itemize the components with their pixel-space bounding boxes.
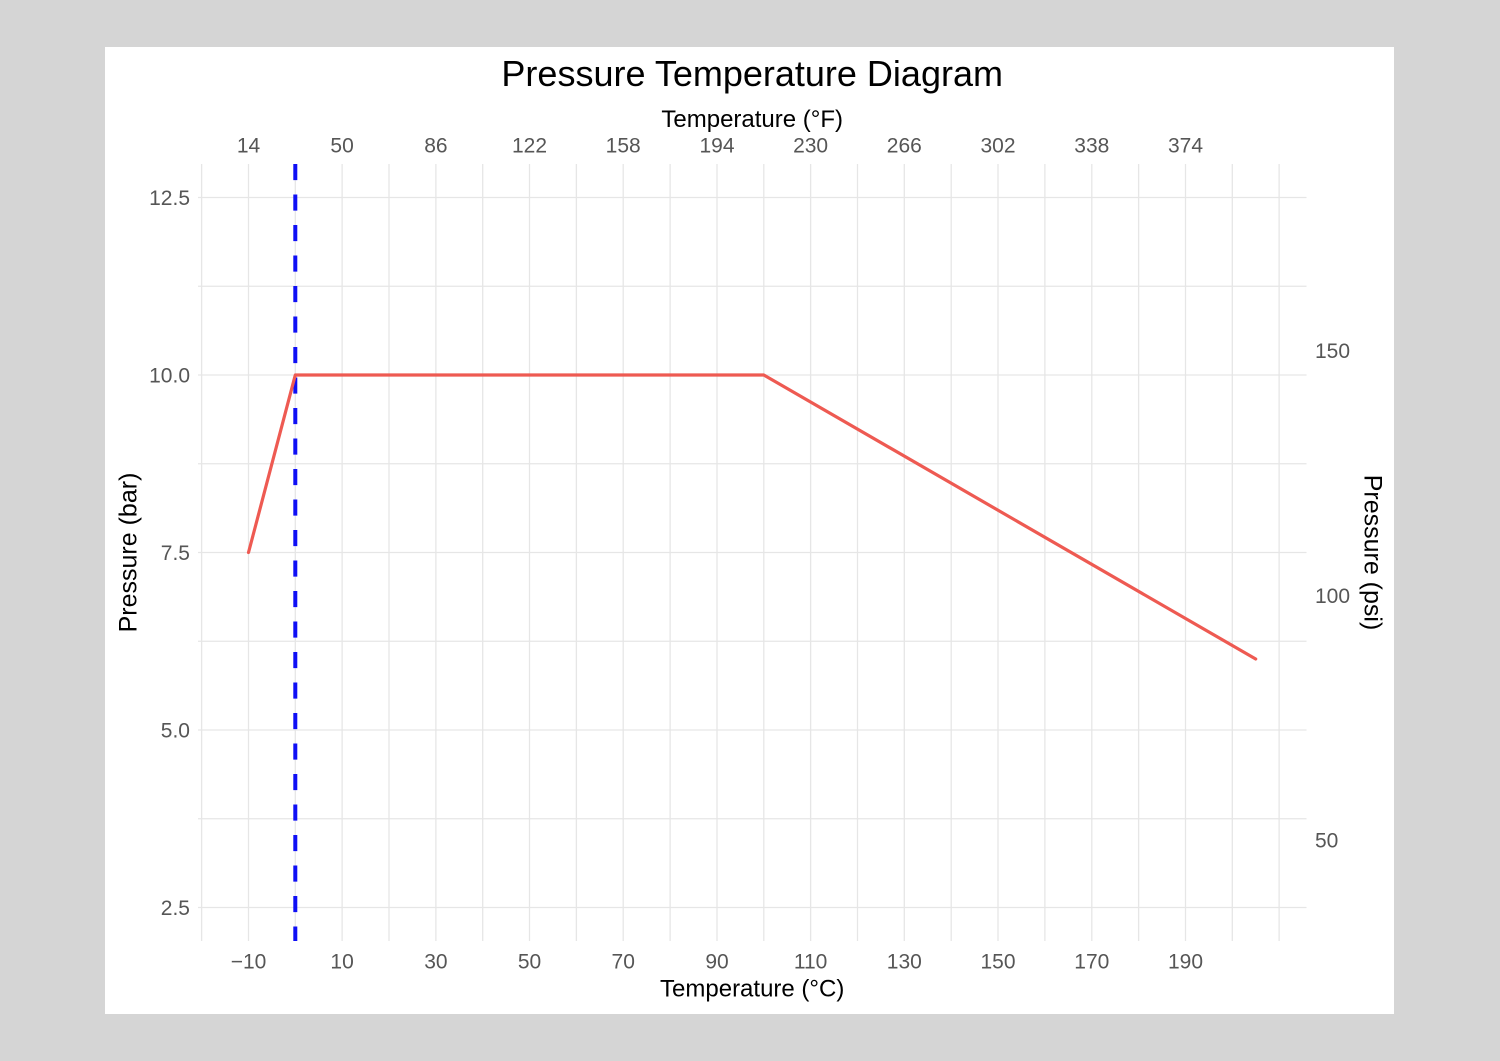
svg-text:10.0: 10.0 [149, 364, 190, 387]
svg-text:190: 190 [1168, 950, 1203, 973]
svg-text:Temperature (°F): Temperature (°F) [661, 106, 843, 133]
svg-text:10: 10 [330, 950, 353, 973]
svg-text:170: 170 [1074, 950, 1109, 973]
svg-text:Temperature (°C): Temperature (°C) [660, 976, 844, 1003]
svg-text:374: 374 [1168, 134, 1203, 157]
svg-text:7.5: 7.5 [161, 542, 190, 565]
svg-text:230: 230 [793, 134, 828, 157]
svg-text:Pressure (bar): Pressure (bar) [115, 473, 143, 633]
svg-text:122: 122 [512, 134, 547, 157]
svg-text:2.5: 2.5 [161, 897, 190, 920]
svg-text:150: 150 [980, 950, 1015, 973]
svg-text:110: 110 [794, 950, 827, 973]
svg-text:86: 86 [424, 134, 447, 157]
svg-text:70: 70 [612, 950, 635, 973]
svg-text:14: 14 [237, 134, 261, 157]
svg-text:100: 100 [1315, 585, 1350, 608]
svg-text:90: 90 [705, 950, 728, 973]
svg-text:194: 194 [699, 134, 734, 157]
svg-text:266: 266 [887, 134, 922, 157]
svg-text:50: 50 [518, 950, 541, 973]
svg-text:30: 30 [424, 950, 447, 973]
svg-text:302: 302 [980, 134, 1015, 157]
svg-text:5.0: 5.0 [161, 719, 190, 742]
svg-text:50: 50 [1315, 830, 1338, 853]
svg-text:Pressure Temperature Diagram: Pressure Temperature Diagram [501, 53, 1003, 94]
svg-text:338: 338 [1074, 134, 1109, 157]
svg-text:12.5: 12.5 [149, 187, 190, 210]
svg-text:150: 150 [1315, 340, 1350, 363]
svg-text:158: 158 [606, 134, 641, 157]
svg-text:Pressure (psi): Pressure (psi) [1359, 475, 1387, 631]
svg-text:130: 130 [887, 950, 922, 973]
svg-text:−10: −10 [231, 950, 267, 973]
svg-text:50: 50 [330, 134, 353, 157]
